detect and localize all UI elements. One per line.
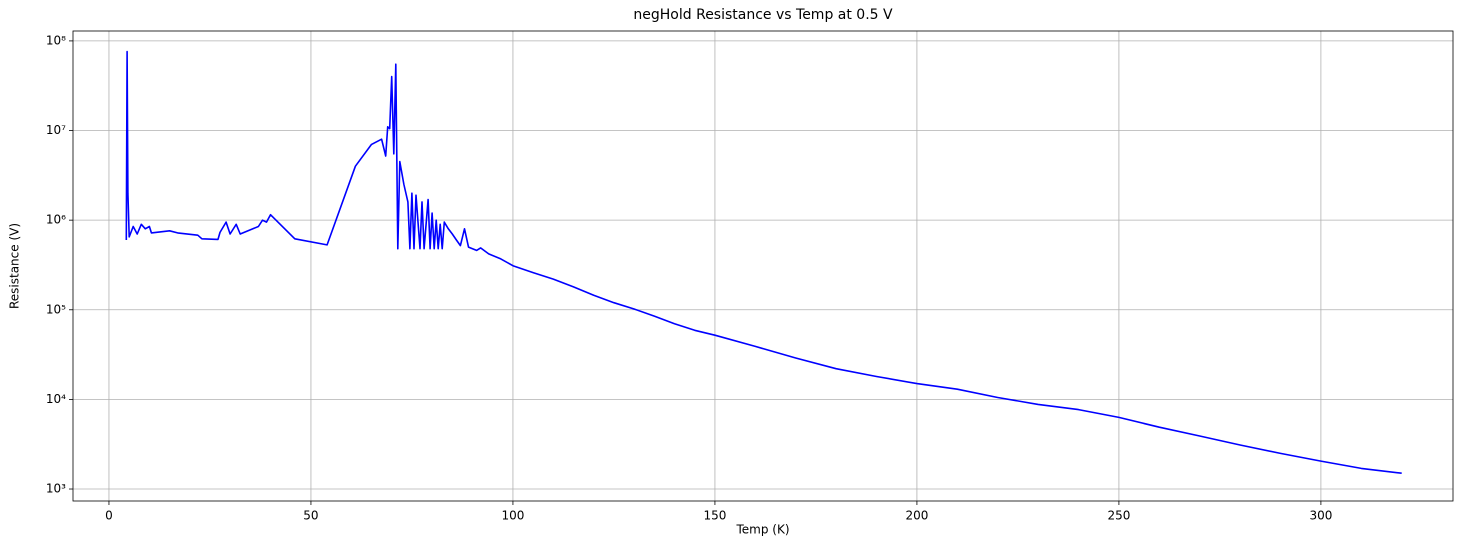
x-tick-label: 50 xyxy=(303,509,318,523)
y-tick-label: 10³ xyxy=(46,482,66,496)
x-tick-label: 200 xyxy=(905,509,928,523)
x-tick-label: 0 xyxy=(105,509,113,523)
y-tick-label: 10⁶ xyxy=(46,213,66,227)
chart-title: negHold Resistance vs Temp at 0.5 V xyxy=(633,7,893,23)
y-axis-label: Resistance (V) xyxy=(8,223,22,309)
y-tick-label: 10⁸ xyxy=(46,33,66,47)
x-axis-label: Temp (K) xyxy=(735,523,789,537)
y-tick-label: 10⁴ xyxy=(46,392,66,406)
x-tick-label: 100 xyxy=(501,509,524,523)
data-line xyxy=(125,50,1402,474)
y-tick-label: 10⁵ xyxy=(46,302,66,316)
plot-frame xyxy=(72,30,1454,502)
x-tick-label: 250 xyxy=(1107,509,1130,523)
y-tick-label: 10⁷ xyxy=(46,123,66,137)
x-tick-label: 150 xyxy=(703,509,726,523)
x-tick-label: 300 xyxy=(1309,509,1332,523)
